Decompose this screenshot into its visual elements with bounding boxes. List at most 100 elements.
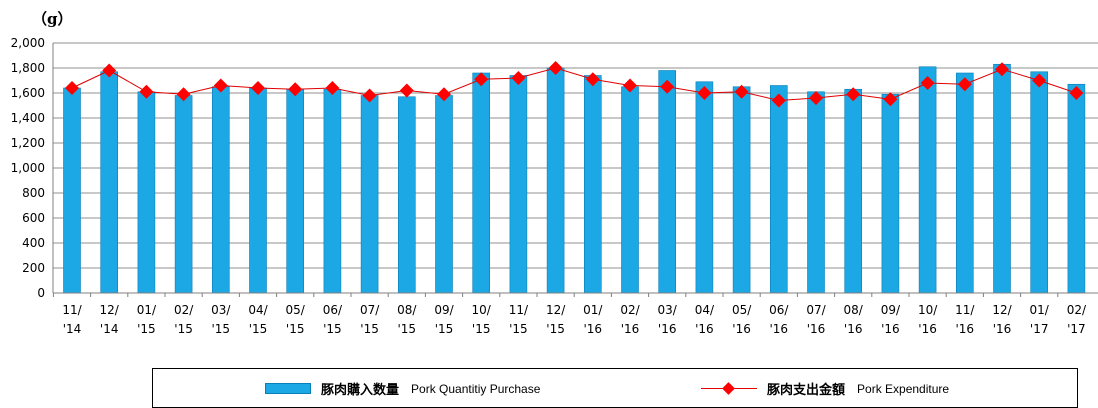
line-point — [176, 87, 191, 102]
x-tick-label: '15 — [546, 322, 565, 336]
x-tick-label: 05/ — [286, 303, 306, 317]
x-tick-label: 06/ — [323, 303, 343, 317]
legend-bar-swatch — [265, 383, 311, 394]
x-tick-label: '15 — [174, 322, 193, 336]
line-point — [362, 88, 377, 103]
x-tick-label: 01/ — [583, 303, 603, 317]
line-point — [883, 92, 898, 107]
expenditure-line — [71, 67, 1077, 102]
y-tick-label: 1,000 — [11, 161, 45, 175]
x-tick-label: 02/ — [1067, 303, 1087, 317]
x-tick-label: 12/ — [546, 303, 566, 317]
x-tick-label: 11/ — [62, 303, 82, 317]
x-tick-label: 01/ — [137, 303, 157, 317]
legend-label-en: Pork Expenditure — [857, 381, 950, 396]
x-tick-label: 04/ — [248, 303, 268, 317]
y-tick-label: 2,000 — [11, 36, 45, 50]
line-point — [585, 72, 600, 87]
x-tick-label: '15 — [137, 322, 156, 336]
line-point — [920, 76, 935, 90]
x-tick-label: 01/ — [1030, 303, 1050, 317]
bar — [546, 67, 565, 294]
x-tick-label: 12/ — [992, 303, 1012, 317]
y-tick-label: 1,600 — [11, 86, 45, 100]
bar — [360, 95, 379, 294]
line-point — [623, 78, 637, 93]
x-tick-label: '15 — [212, 322, 231, 336]
bar — [472, 72, 491, 294]
bar — [1030, 71, 1048, 294]
x-tick-label: '14 — [100, 322, 119, 336]
gridlines — [53, 42, 1098, 269]
y-tick-label: 1,200 — [11, 136, 45, 150]
x-tick-label: '16 — [918, 322, 937, 336]
line-point — [325, 81, 340, 95]
bar — [918, 66, 937, 294]
line-point — [771, 93, 786, 108]
legend-item-expenditure: 豚肉支出金額 Pork Expenditure — [701, 379, 949, 398]
x-tick-label: '17 — [1030, 322, 1049, 336]
bar — [509, 75, 528, 294]
x-tick-label: 02/ — [174, 303, 194, 317]
y-tick-label: 600 — [22, 211, 45, 225]
line-point — [846, 87, 861, 102]
x-tick-label: 03/ — [658, 303, 678, 317]
bar — [137, 91, 156, 294]
legend-line-swatch — [701, 381, 757, 395]
line-point — [288, 82, 303, 97]
bar — [807, 91, 825, 294]
x-tick-label: 04/ — [695, 303, 715, 317]
x-tick-label: '15 — [472, 322, 491, 336]
legend-label-en: Pork Quantitiy Purchase — [411, 381, 541, 396]
line-point — [213, 78, 228, 93]
line-point — [399, 83, 414, 98]
x-tick-label: 07/ — [806, 303, 826, 317]
bar — [174, 95, 193, 294]
line-series — [65, 61, 1084, 108]
y-tick-label: 200 — [22, 261, 45, 275]
line-point — [65, 81, 79, 95]
line-point — [474, 72, 489, 87]
x-tick-label: 11/ — [509, 303, 529, 317]
line-point — [1069, 86, 1084, 100]
x-tick-label: 11/ — [955, 303, 975, 317]
bar — [844, 88, 863, 294]
bar — [397, 96, 416, 294]
x-tick-label: '15 — [323, 322, 342, 336]
bar — [435, 95, 453, 294]
x-tick-label: 10/ — [918, 303, 938, 317]
y-axis-unit-label: （g） — [32, 10, 73, 28]
bar — [769, 85, 788, 294]
legend-label-jp: 豚肉購入数量 — [321, 383, 400, 398]
x-tick-label: '16 — [621, 322, 640, 336]
x-tick-label: 08/ — [844, 303, 864, 317]
x-tick-label: '16 — [770, 322, 789, 336]
line-point — [957, 77, 972, 92]
line-point — [139, 84, 154, 99]
bar — [63, 87, 81, 294]
y-tick-label: 400 — [22, 236, 45, 250]
bar — [323, 88, 342, 294]
y-axis-ticks: 0 200 400 600 800 1,000 1,200 1,400 1,600 1,800 2,… — [11, 36, 45, 300]
bar — [881, 93, 900, 294]
bar — [1067, 83, 1086, 294]
x-tick-label: '15 — [249, 322, 268, 336]
y-tick-label: 1,800 — [11, 61, 45, 75]
x-tick-label: '14 — [63, 322, 82, 336]
line-point — [697, 86, 712, 100]
x-tick-label: '16 — [956, 322, 975, 336]
x-tick-label: '16 — [807, 322, 826, 336]
x-tick-label: 12/ — [100, 303, 120, 317]
bar — [286, 88, 305, 294]
bar — [658, 70, 677, 294]
bar — [583, 75, 602, 294]
y-tick-label: 0 — [37, 286, 45, 300]
y-tick-label: 1,400 — [11, 111, 45, 125]
x-tick-label: '16 — [732, 322, 751, 336]
line-point — [660, 79, 675, 94]
legend-item-quantity: 豚肉購入数量 Pork Quantitiy Purchase — [265, 379, 540, 398]
x-tick-label: '16 — [658, 322, 677, 336]
x-tick-label: '16 — [881, 322, 900, 336]
x-tick-label: '15 — [435, 322, 454, 336]
line-point — [1032, 73, 1047, 88]
